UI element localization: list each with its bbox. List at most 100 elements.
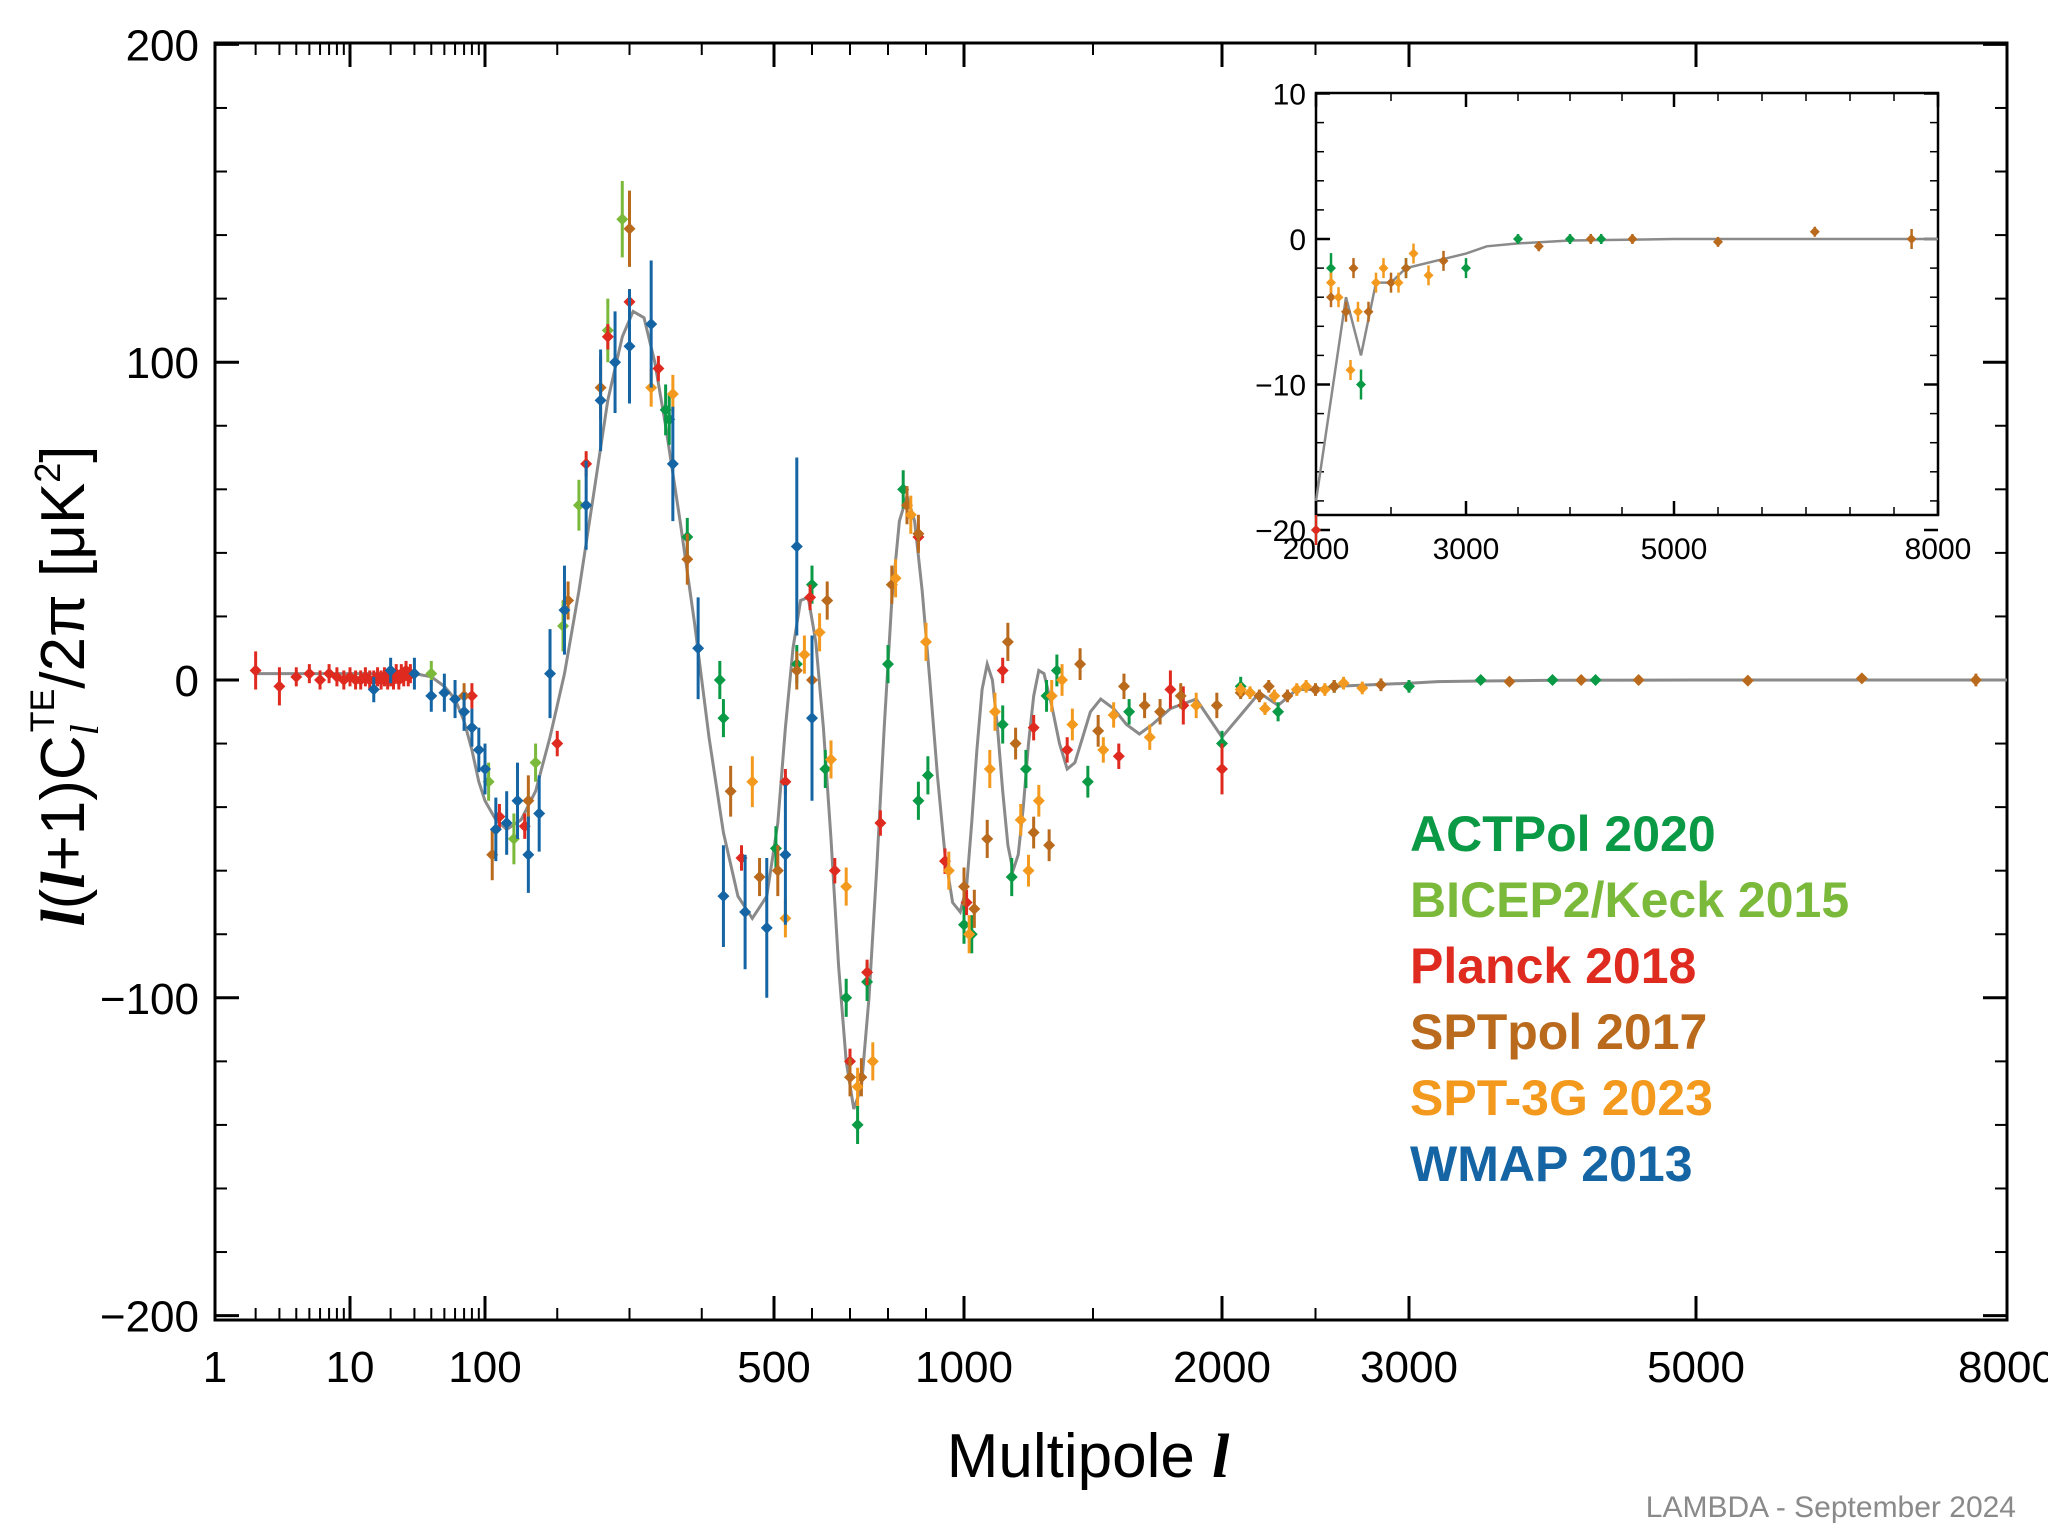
inset-data-point — [1326, 263, 1336, 274]
data-point — [713, 674, 726, 686]
inset-data-point — [1585, 234, 1596, 244]
x-tick-label: 3000 — [1360, 1343, 1458, 1392]
data-point — [840, 991, 853, 1004]
data-point — [1259, 702, 1272, 715]
inset-y-tick-label: 0 — [1289, 224, 1306, 257]
inset-data-point — [1906, 234, 1917, 244]
data-point — [981, 832, 994, 845]
inset-plot-frame — [1314, 91, 1940, 517]
inset-data-point — [1809, 226, 1820, 237]
inset-data-point — [1386, 277, 1396, 288]
data-point — [290, 670, 303, 683]
data-point — [652, 362, 665, 375]
data-point — [1589, 674, 1602, 686]
y-axis-title-l1: l — [30, 909, 98, 927]
data-point — [438, 686, 451, 699]
inset-data-point — [1371, 277, 1381, 288]
inset-data-point — [1408, 248, 1419, 259]
credit-label: LAMBDA - September 2024 — [1646, 1491, 2016, 1524]
inset-data-point — [1311, 525, 1321, 535]
data-point — [851, 1080, 864, 1093]
y-axis-title-rest: +1)C — [29, 735, 98, 871]
data-point — [572, 499, 585, 512]
data-point — [968, 902, 981, 915]
data-point — [623, 222, 636, 235]
legend-entry: WMAP 2013 — [1410, 1136, 1693, 1192]
data-point — [904, 508, 917, 521]
data-point — [1005, 871, 1018, 884]
data-point — [458, 705, 471, 718]
data-point — [1045, 689, 1058, 702]
data-point — [942, 864, 955, 877]
data-point — [1575, 674, 1588, 686]
data-point — [1027, 826, 1040, 839]
y-axis-title-tail: /2π [μK — [29, 483, 98, 689]
legend-entry: Planck 2018 — [1410, 938, 1696, 994]
data-point — [828, 864, 841, 877]
main-data-points — [249, 181, 1982, 1144]
data-point — [1032, 794, 1045, 807]
inset-x-tick-label: 3000 — [1433, 533, 1500, 566]
data-point — [958, 918, 970, 931]
data-point — [425, 667, 438, 680]
data-point — [1253, 689, 1266, 702]
data-point — [472, 743, 485, 756]
data-point — [1234, 683, 1247, 696]
data-point — [249, 664, 262, 677]
data-point — [558, 604, 571, 617]
data-point — [779, 848, 792, 861]
x-tick-label: 100 — [448, 1343, 521, 1392]
data-point — [1043, 839, 1056, 852]
data-point — [983, 762, 996, 775]
data-point — [594, 394, 607, 407]
inset-data-point — [1326, 292, 1336, 303]
y-tick-label: 100 — [126, 339, 199, 388]
data-point — [798, 648, 811, 661]
data-point — [806, 712, 818, 725]
data-point — [681, 553, 694, 566]
inset-x-tick-label: 5000 — [1641, 533, 1708, 566]
data-point — [1061, 743, 1074, 756]
data-point — [1050, 664, 1063, 677]
data-point — [844, 1071, 856, 1084]
data-point — [874, 817, 887, 830]
data-point — [408, 667, 421, 680]
data-point — [1117, 680, 1130, 693]
data-point — [1268, 689, 1281, 702]
data-point — [1546, 674, 1559, 686]
data-point — [779, 775, 792, 788]
data-point — [314, 674, 327, 686]
data-point — [1056, 674, 1069, 686]
y-tick-label: −200 — [100, 1293, 199, 1342]
data-point — [921, 769, 934, 782]
data-point — [1001, 635, 1014, 648]
data-point — [666, 387, 679, 400]
data-point — [465, 721, 478, 734]
data-point — [623, 340, 636, 353]
y-tick-label: 0 — [175, 657, 199, 706]
inset-y-tick-label: −10 — [1255, 370, 1306, 403]
y-axis-title-close: ] — [29, 445, 98, 462]
data-point — [1244, 686, 1257, 699]
series-bicep2-keck-2015 — [425, 181, 629, 865]
data-point — [425, 689, 438, 702]
data-point — [790, 664, 803, 677]
data-point — [367, 683, 380, 696]
x-axis-title-symbol: l — [1212, 1423, 1230, 1491]
series-wmap-2013 — [367, 260, 818, 998]
data-point — [769, 842, 782, 855]
data-point — [1337, 677, 1350, 690]
data-point — [1097, 743, 1110, 756]
inset-data-point — [1341, 306, 1351, 317]
data-point — [529, 756, 542, 769]
inset-x-tick-label: 8000 — [1905, 533, 1972, 566]
x-tick-label: 8000 — [1958, 1343, 2048, 1392]
data-point — [912, 794, 925, 807]
data-point — [489, 823, 502, 836]
inset-data-point — [1423, 270, 1434, 281]
inset-data-point — [1533, 241, 1544, 252]
data-point — [912, 527, 925, 540]
data-point — [616, 213, 629, 226]
y-axis-title-sub: l — [62, 724, 107, 735]
